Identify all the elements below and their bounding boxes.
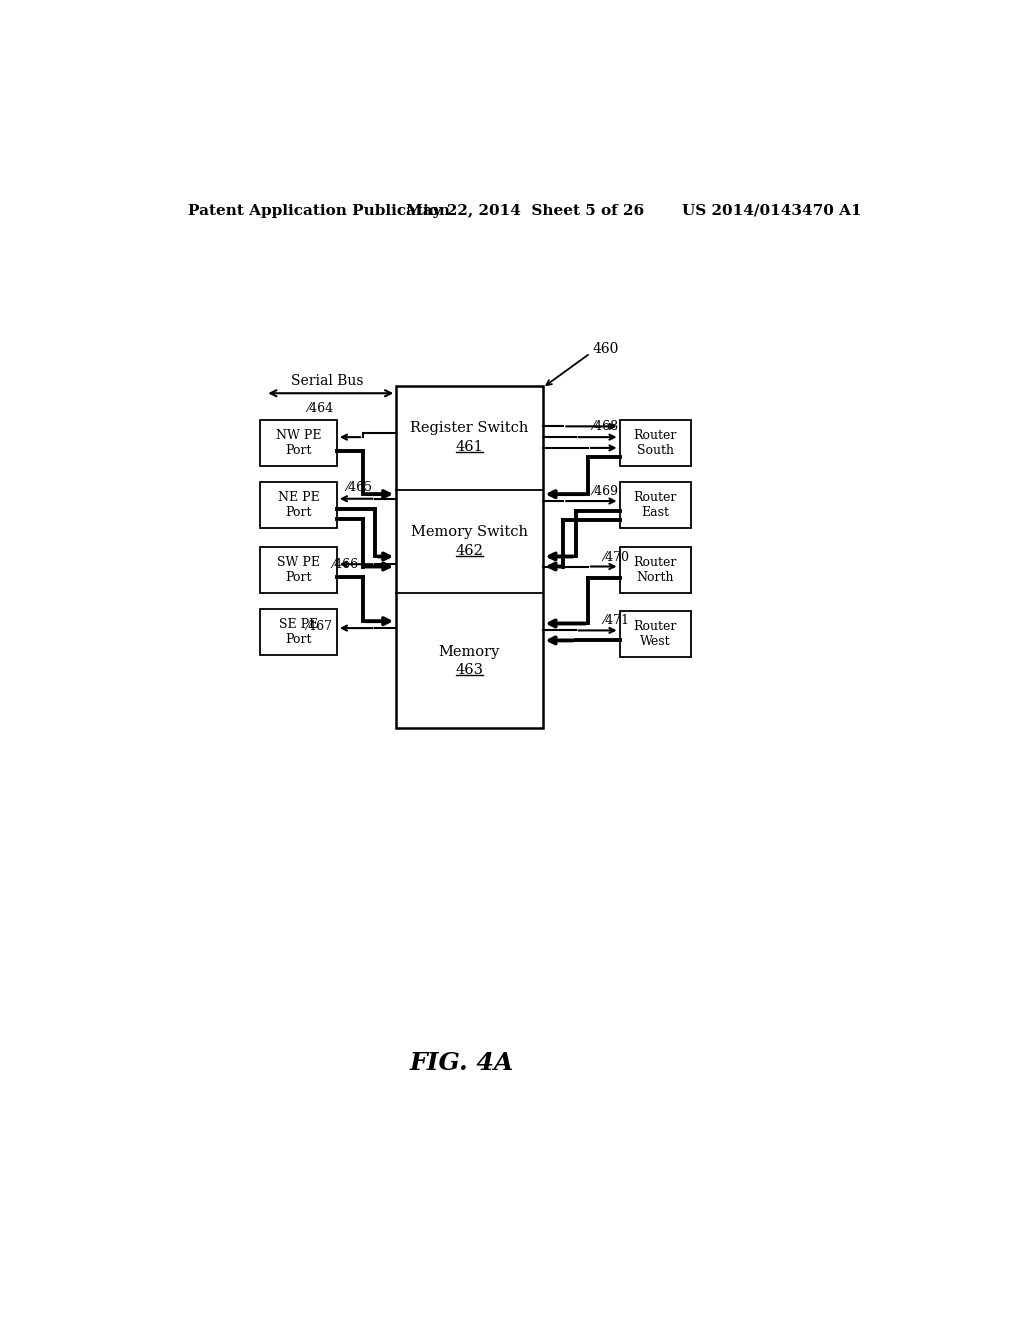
Text: 460: 460 [593,342,618,356]
Text: Router
East: Router East [634,491,677,519]
Text: 461: 461 [456,440,483,454]
Text: NE PE
Port: NE PE Port [278,491,319,519]
Text: SE PE
Port: SE PE Port [279,618,318,645]
Bar [620,548,691,594]
Text: 463: 463 [456,663,483,677]
Text: May 22, 2014  Sheet 5 of 26: May 22, 2014 Sheet 5 of 26 [406,203,644,218]
Bar [620,420,691,466]
Bar [260,482,337,528]
Bar [260,609,337,655]
Text: ⁄471: ⁄471 [603,614,630,627]
Text: ⁄467: ⁄467 [306,620,332,634]
Text: SW PE
Port: SW PE Port [276,556,319,585]
Text: ⁄466: ⁄466 [333,557,358,570]
Text: Router
North: Router North [634,556,677,585]
Text: US 2014/0143470 A1: US 2014/0143470 A1 [682,203,862,218]
Text: Patent Application Publication: Patent Application Publication [188,203,451,218]
Text: NW PE
Port: NW PE Port [275,429,322,457]
Text: ⁄464: ⁄464 [307,403,334,416]
Text: ⁄470: ⁄470 [603,550,630,564]
Text: FIG. 4A: FIG. 4A [410,1051,514,1076]
Bar [260,548,337,594]
Text: ⁄468: ⁄468 [593,420,618,433]
Text: ⁄465: ⁄465 [346,480,372,494]
Bar [260,420,337,466]
Text: Register Switch: Register Switch [411,421,528,436]
Text: 462: 462 [456,544,483,558]
Bar [620,482,691,528]
Text: ⁄469: ⁄469 [593,484,618,498]
Text: Memory Switch: Memory Switch [411,525,527,540]
Bar [620,611,691,657]
Bar [396,385,543,729]
Text: Router
West: Router West [634,620,677,648]
Text: Serial Bus: Serial Bus [291,374,364,388]
Text: Memory: Memory [438,644,500,659]
Text: Router
South: Router South [634,429,677,457]
